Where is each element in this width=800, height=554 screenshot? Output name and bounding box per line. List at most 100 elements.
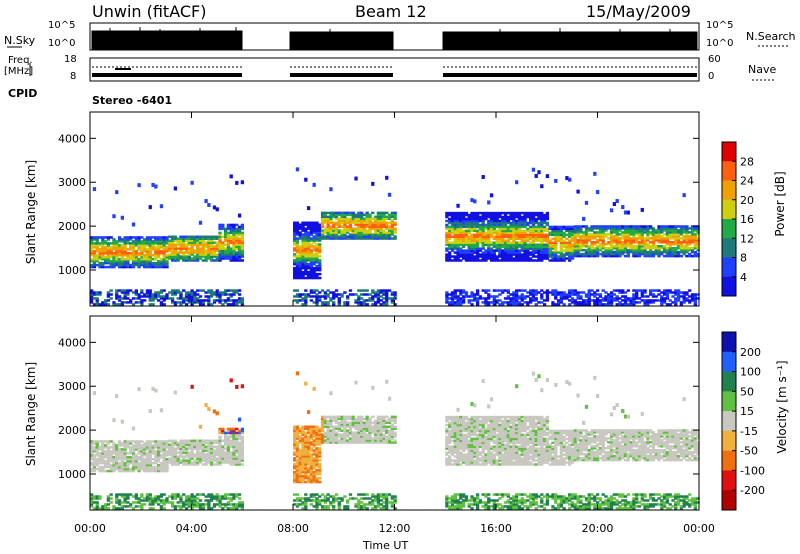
power-cell [459,293,463,296]
velocity-cell [109,457,113,461]
power-cell [528,233,533,237]
power-cell [193,297,197,300]
power-cell [473,241,477,244]
velocity-cell [106,452,111,455]
power-cell [176,239,180,242]
nsearch-tick-low: 10^0 [706,38,734,49]
power-cell [501,237,505,241]
velocity-cell [212,455,217,458]
power-cell [140,244,144,247]
velocity-cell [210,461,214,464]
power-cell [235,241,239,244]
power-cell [461,223,466,227]
velocity-cell [123,499,127,502]
power-cell [90,299,94,302]
power-cell [562,257,566,260]
power-cell [129,236,133,239]
power-cell [323,231,327,234]
power-cell [198,249,203,252]
power-cell [385,301,389,304]
power-cell [340,217,344,221]
power-cell [134,250,138,253]
power-cell [584,252,589,256]
power-cell [643,289,647,292]
power-cell [668,250,672,254]
velocity-cell [179,461,183,464]
power-cell [635,297,639,300]
power-cell [315,255,319,258]
power-cell [461,219,466,223]
velocity-cell [123,467,127,471]
power-cell [304,237,308,240]
power-cell [459,255,463,258]
power-cell [159,242,164,245]
power-cell [115,250,119,253]
power-cell [329,215,333,219]
power-cell [523,241,527,244]
velocity-cell [168,459,172,462]
power-cell [196,259,200,262]
power-cell [484,299,488,302]
power-cell [309,251,314,254]
power-cell [306,225,311,228]
power-cell [537,231,541,235]
power-cell [293,262,297,266]
power-cell [140,248,144,251]
power-cell [576,252,580,256]
power-cell [626,299,630,302]
power-cell [607,295,611,298]
power-cell [123,242,127,245]
power-cell [354,293,358,296]
power-cell [637,237,642,240]
power-cell [90,263,94,267]
power-cell [565,297,569,300]
power-cell [688,231,692,234]
power-cell [162,303,166,306]
power-cell [609,208,614,213]
velocity-cell [204,503,208,506]
power-cell [542,245,547,248]
velocity-cell [95,467,99,471]
power-cell [548,239,552,242]
velocity-cell [229,503,233,506]
velocity-cell [120,459,124,463]
power-cell [545,227,550,231]
power-cell [332,225,336,228]
power-cell [226,293,231,296]
velocity-cell [98,459,102,463]
power-cell [323,213,327,217]
power-cell [495,301,499,304]
velocity-cell [226,453,231,456]
power-cell [489,235,494,239]
velocity-cell [176,441,180,445]
velocity-cell [182,445,186,448]
power-cell [165,265,169,269]
velocity-cell [229,493,233,496]
velocity-cell [168,445,172,448]
power-cell [632,241,636,244]
power-cell [315,253,319,256]
velocity-cell [182,501,186,504]
power-cell [320,231,325,234]
power-cell [334,217,339,221]
power-cell [143,244,147,247]
power-cell [584,235,589,238]
velocity-cell [129,448,133,451]
velocity-cell [179,501,183,504]
power-cell [193,301,197,304]
power-cell [618,289,622,292]
velocity-cell [235,455,239,458]
power-cell [371,291,375,294]
power-cell [489,247,494,250]
velocity-cell [184,453,189,456]
power-cell [235,255,239,258]
velocity-cell [148,452,152,455]
power-cell [151,297,155,300]
power-cell [232,235,236,239]
power-cell [551,255,555,258]
power-cell [573,231,577,234]
power-cell [95,244,99,247]
velocity-cell [159,505,164,508]
velocity-cell [210,455,214,458]
power-cell [129,244,133,247]
